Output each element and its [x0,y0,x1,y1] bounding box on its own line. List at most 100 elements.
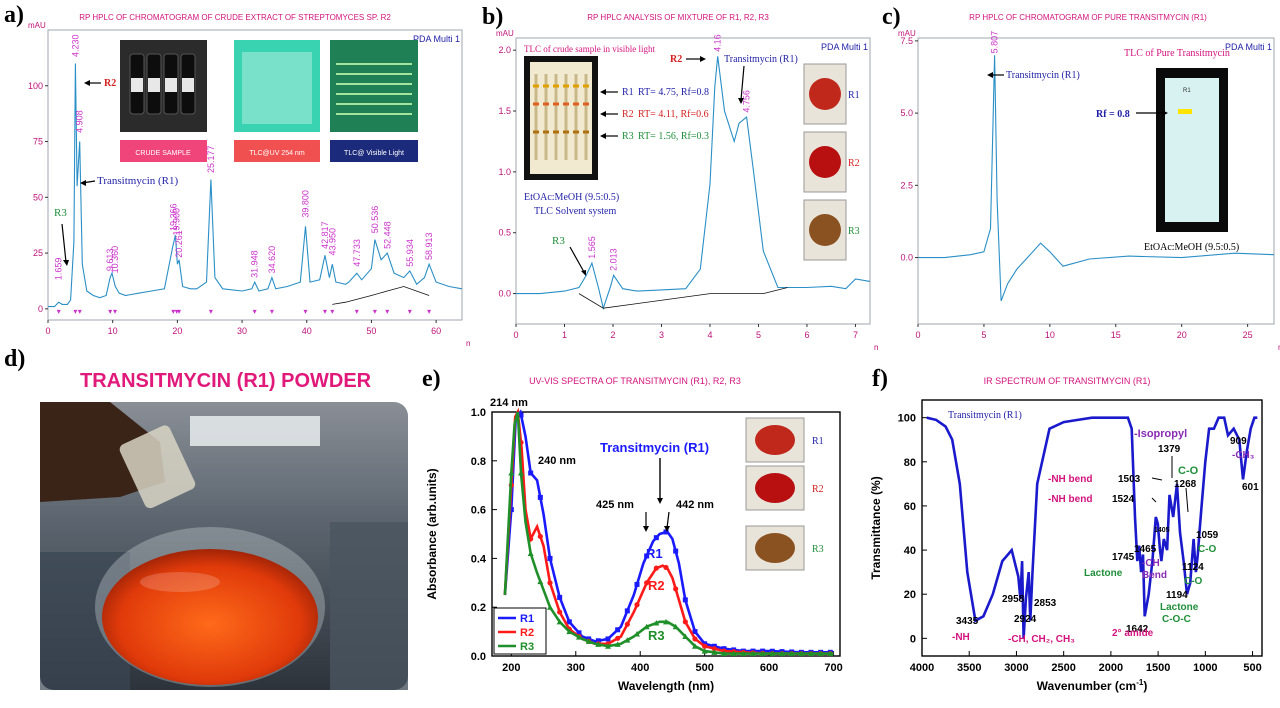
x-tick-label: 60 [431,326,441,336]
y-tick-label: 75 [33,137,43,147]
x-tick-label: 3000 [1004,662,1028,674]
data-point-r3 [721,650,727,657]
annotation-r1: Transitmycin (R1) [724,54,798,65]
label-box-visible [330,140,418,162]
data-point-r2 [624,621,630,627]
data-point-r1 [595,638,601,644]
solvent-label-2: TLC Solvent system [534,206,616,217]
swatch-powder [755,533,795,563]
peak-marker [269,309,274,314]
data-point-r3 [711,649,718,655]
chromatogram-trace [48,63,463,308]
y-tick-label: 20 [904,589,916,601]
plot-frame [47,29,463,321]
tlc-row-label: R3 [622,131,634,142]
rf-arrowhead [1162,110,1168,116]
y-axis-label: Transmittance (%) [869,476,883,579]
y-unit-label: mAU [28,21,46,30]
ir-annotation-n1745: 1745 [1112,552,1135,563]
y-tick-label: 0.0 [471,651,486,663]
y-tick-label: 0.2 [471,602,486,614]
data-point-r3 [663,618,669,625]
peak-label: 58.913 [424,232,434,260]
y-tick-label: 1.0 [498,167,511,177]
photo-label-crude: CRUDE SAMPLE [135,150,191,157]
y-tick-label: 2.5 [900,180,913,190]
x-unit-label: min [874,343,878,350]
x-tick-label: 30 [237,326,247,336]
data-point-r3 [808,650,814,657]
ir-annotation-n1524: 1524 [1112,494,1135,505]
peak-label: 39.800 [300,190,310,218]
annotation-r1: Transitmycin (R1) [97,175,179,187]
tlc-row-label: R1 [622,87,634,98]
panel-label-d: d) [4,346,26,372]
legend-entry: R1 [520,613,534,625]
legend-entry: R3 [520,641,534,653]
peak-label: 4.16 [713,34,723,52]
chart-e-uvvis: UV-VIS SPECTRA OF TRANSITMYCIN (R1), R2,… [425,376,843,693]
data-point-r2 [692,636,698,642]
swatch-label: R1 [848,90,860,101]
annotation-442: 442 nm [676,499,714,511]
panel-label-f: f) [872,366,888,392]
annotation-r3: R3 [54,207,67,219]
y-tick-label: 0.0 [498,289,511,299]
data-point-r3 [759,650,766,657]
x-tick-label: 0 [513,330,518,340]
ir-annotation-bend: Bend [1142,570,1167,581]
data-point-r3 [508,470,515,476]
ir-annotation-n1465: 1465 [1134,544,1157,555]
series-label-r1: R1 [646,546,663,561]
peak-label: 31.948 [250,250,260,278]
panel-label-a: a) [4,2,24,28]
arrowhead-r2 [84,80,90,86]
arrowhead-442 [664,526,670,532]
ir-annotation-n1503: 1503 [1118,474,1141,485]
ir-annotation-co2: C-O [1184,576,1203,587]
data-point-r3 [798,650,805,657]
photo-label-visible: TLC@ Visible Light [344,150,404,157]
data-point-r1 [508,507,514,513]
x-tick-label: 2000 [1099,662,1123,674]
arrowhead-r1 [80,180,86,186]
data-point-r3 [769,650,776,657]
series-label-r2: R2 [648,578,665,593]
x-tick-label: 3500 [957,662,981,674]
peak-marker [56,309,61,314]
tlc-row-label: R2 [622,109,634,120]
label-box-crude [120,140,207,162]
tlc-title: TLC of Pure Transitmycin [1124,48,1230,59]
solvent-label: EtOAc:MeOH (9.5:0.5) [524,192,619,203]
ir-annotation-n3435: 3435 [956,616,979,627]
photo-label-uv: TLC@UV 254 nm [249,150,305,157]
annotation-240: 240 nm [538,455,576,467]
y-tick-label: 100 [898,413,916,425]
peak-marker [354,309,359,314]
ir-annotation-nhb1: -NH bend [1048,474,1092,485]
x-tick-label: 400 [631,662,649,674]
ir-annotation-n1124: 1124 [1182,562,1204,573]
data-point-r3 [682,633,689,639]
peak-label: 2.013 [609,248,619,271]
arrowhead-r3 [581,270,586,276]
label-box-uv [234,140,320,162]
legend-pda: PDA Multi 1 [1225,42,1272,52]
rf-label: Rf = 0.8 [1096,109,1130,120]
data-point-r3 [595,641,602,647]
y-tick-label: 1.0 [471,407,486,419]
ir-annotation-n1405: 1405 [1154,527,1170,534]
data-point-r1 [692,629,698,635]
x-tick-label: 2500 [1051,662,1075,674]
peak-label: 4.230 [70,34,80,57]
peak-marker [427,309,432,314]
x-tick-label: 7 [853,330,858,340]
data-point-r2 [673,586,679,592]
vial-label [165,78,177,92]
ir-annotation-n1059: 1059 [1196,530,1219,541]
peak-marker [171,309,176,314]
peak-label: 25.177 [206,145,216,173]
plot-frame [515,37,871,325]
ir-annotation-n1194: 1194 [1166,590,1188,601]
peak-marker [407,309,412,314]
